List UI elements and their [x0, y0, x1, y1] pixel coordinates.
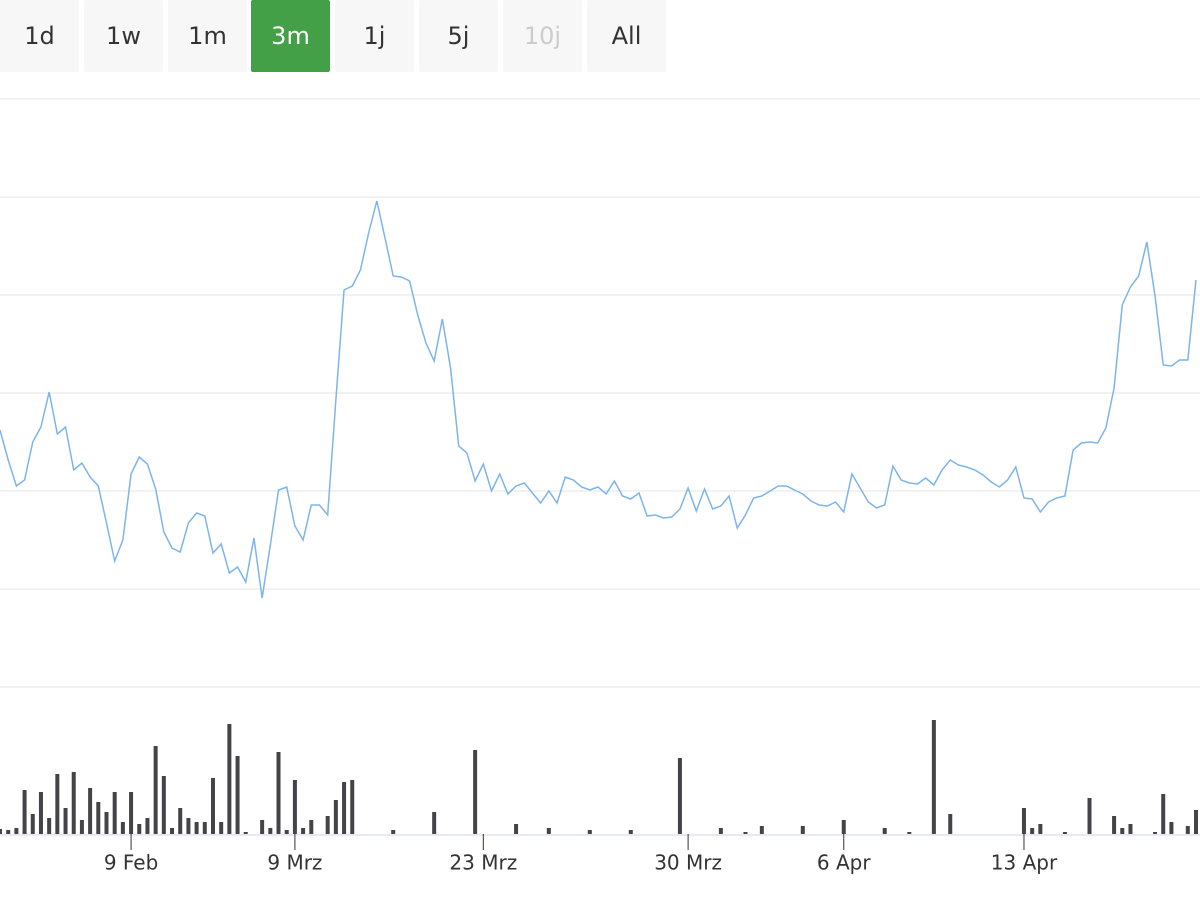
volume-bar	[219, 822, 224, 834]
x-tick-label: 23 Mrz	[449, 851, 517, 875]
volume-bar	[284, 830, 289, 834]
volume-bar	[6, 830, 11, 834]
volume-bar	[391, 830, 396, 834]
range-button[interactable]: All	[587, 0, 666, 72]
volume-bar	[292, 780, 297, 834]
volume-bar	[333, 800, 338, 834]
volume-bar	[677, 758, 682, 834]
volume-bar	[145, 818, 150, 834]
volume-bar	[129, 792, 134, 834]
volume-bar	[1169, 822, 1174, 834]
volume-bar	[473, 750, 478, 834]
volume-bar	[243, 832, 248, 834]
range-button[interactable]: 1j	[335, 0, 414, 72]
volume-bar	[276, 752, 281, 834]
volume-bar	[1120, 828, 1125, 834]
volume-bar	[260, 820, 265, 834]
volume-bar	[1112, 816, 1117, 834]
volume-bar	[1087, 798, 1092, 834]
x-tick-label: 9 Mrz	[267, 851, 322, 875]
volume-bar	[194, 822, 199, 834]
volume-bar	[178, 808, 183, 834]
volume-bar	[718, 828, 723, 834]
volume-bar	[1038, 824, 1043, 834]
volume-bar	[71, 772, 76, 834]
volume-bar	[1185, 826, 1190, 834]
price-line	[0, 200, 1197, 599]
volume-bar	[30, 814, 35, 834]
volume-bar	[137, 824, 142, 834]
volume-bar	[1030, 828, 1035, 834]
range-button[interactable]: 1d	[0, 0, 79, 72]
volume-bar	[88, 788, 93, 834]
volume-bar	[342, 782, 347, 834]
volume-bar	[1161, 794, 1166, 834]
volume-bar	[22, 790, 27, 834]
volume-bar	[186, 818, 191, 834]
volume-bar	[38, 792, 43, 834]
volume-bar	[309, 820, 314, 834]
volume-bar	[235, 756, 240, 834]
volume-bar	[759, 826, 764, 834]
volume-bar	[514, 824, 519, 834]
volume-bar	[210, 778, 215, 834]
volume-bar	[1021, 808, 1026, 834]
volume-bar	[587, 830, 592, 834]
volume-bar	[948, 814, 953, 834]
volume-bar	[63, 808, 68, 834]
x-tick-label: 6 Apr	[817, 851, 871, 875]
volume-bar	[227, 724, 232, 834]
volume-bar	[743, 832, 748, 834]
range-button[interactable]: 1m	[168, 0, 247, 72]
volume-bar	[1128, 824, 1133, 834]
range-button[interactable]: 1w	[84, 0, 163, 72]
volume-bar	[882, 828, 887, 834]
range-button[interactable]: 5j	[419, 0, 498, 72]
volume-bar	[301, 828, 306, 834]
volume-bar	[800, 826, 805, 834]
volume-bar	[432, 812, 437, 834]
x-tick-label: 13 Apr	[991, 851, 1058, 875]
volume-bar	[79, 820, 84, 834]
volume-bar	[104, 812, 109, 834]
volume-bar	[907, 832, 912, 834]
x-tick-label: 9 Feb	[104, 851, 159, 875]
volume-bar	[546, 828, 551, 834]
volume-bar	[96, 802, 101, 834]
volume-bar	[841, 820, 846, 834]
volume-bar	[1194, 810, 1198, 834]
volume-bar	[120, 822, 125, 834]
volume-bar	[55, 774, 60, 834]
range-button[interactable]: 3m	[251, 0, 330, 72]
volume-bar	[0, 829, 2, 834]
volume-bar	[14, 828, 19, 834]
volume-bar	[1062, 832, 1067, 834]
volume-bar	[931, 720, 936, 834]
volume-bar	[325, 816, 330, 834]
volume-bar	[202, 822, 207, 834]
volume-bar	[161, 776, 166, 834]
x-tick-label: 30 Mrz	[654, 851, 722, 875]
volume-bar	[350, 780, 355, 834]
range-button: 10j	[503, 0, 582, 72]
volume-bar	[628, 830, 633, 834]
volume-bar	[268, 828, 273, 834]
volume-bar	[170, 828, 175, 834]
volume-bar	[112, 792, 117, 834]
volume-bar	[47, 818, 52, 834]
volume-bar	[1153, 832, 1158, 834]
volume-bar	[153, 746, 158, 834]
